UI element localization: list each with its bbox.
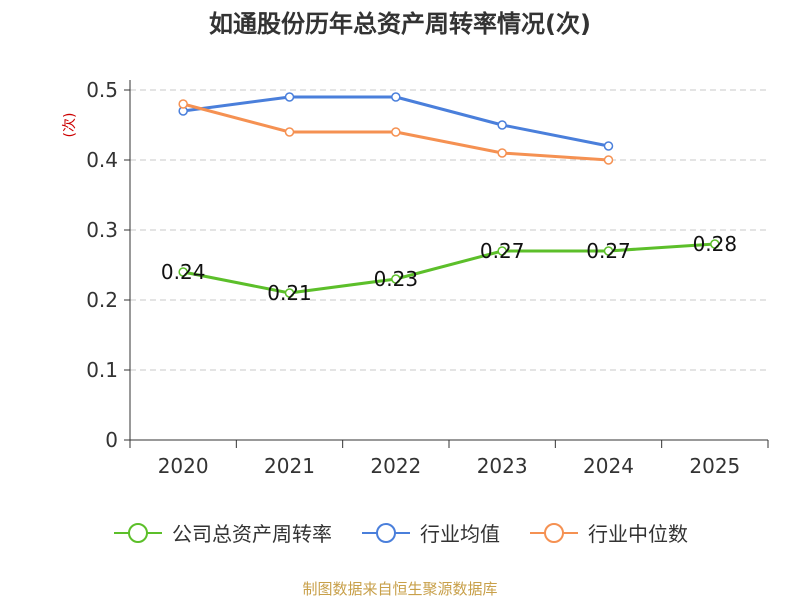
legend-label: 行业均值 xyxy=(420,522,500,546)
data-point xyxy=(603,141,614,151)
legend-marker-icon xyxy=(530,522,578,543)
data-point xyxy=(710,239,720,249)
data-point xyxy=(497,246,507,256)
data-point xyxy=(284,92,295,102)
x-tick-label: 2024 xyxy=(583,454,634,478)
x-tick-label: 2023 xyxy=(477,454,528,478)
data-label: 0.27 xyxy=(586,239,631,263)
data-label: 0.21 xyxy=(267,281,312,305)
data-point xyxy=(603,246,614,256)
data-point xyxy=(497,148,507,158)
legend-label: 行业中位数 xyxy=(588,522,688,546)
y-tick-label: 0.4 xyxy=(86,148,118,172)
legend: 公司总资产周转率 行业均值 行业中位数 xyxy=(0,518,800,547)
data-point xyxy=(603,155,614,165)
series-line xyxy=(182,242,715,295)
data-point xyxy=(391,274,401,284)
legend-marker-icon xyxy=(362,522,410,543)
legend-item[interactable]: 行业中位数 xyxy=(528,518,688,547)
y-axis-label: (次) xyxy=(62,113,78,138)
x-tick-label: 2022 xyxy=(370,454,421,478)
legend-item[interactable]: 行业均值 xyxy=(360,518,500,547)
data-point xyxy=(284,288,295,298)
x-tick-label: 2020 xyxy=(158,454,209,478)
legend-item[interactable]: 公司总资产周转率 xyxy=(112,518,332,547)
data-label: 0.23 xyxy=(374,267,419,291)
data-point xyxy=(497,120,507,130)
x-tick-label: 2025 xyxy=(689,454,740,478)
y-tick-label: 0.2 xyxy=(86,288,118,312)
y-tick-label: 0.3 xyxy=(86,218,118,242)
data-point xyxy=(284,127,295,137)
source-note: 制图数据来自恒生聚源数据库 xyxy=(302,580,498,598)
data-point xyxy=(391,127,401,137)
data-point xyxy=(178,267,188,277)
grid-layer xyxy=(130,89,768,371)
data-label: 0.27 xyxy=(480,239,525,263)
series-layer xyxy=(178,92,720,298)
data-point xyxy=(391,92,401,102)
x-tick-label: 2021 xyxy=(264,454,315,478)
data-label: 0.24 xyxy=(161,260,206,284)
data-point xyxy=(178,99,188,109)
y-tick-label: 0 xyxy=(105,428,118,452)
data-label: 0.28 xyxy=(693,232,738,256)
legend-marker-icon xyxy=(114,522,162,543)
axis-layer: 0 0.1 0.2 0.3 0.4 0.5 2020 2021 2022 2023 2024 2025… xyxy=(62,78,769,478)
chart-title: 如通股份历年总资产周转率情况(次) xyxy=(209,10,591,38)
label-layer: 0.24 0.21 0.23 0.27 0.27 0.28 xyxy=(161,232,737,305)
y-tick-label: 0.5 xyxy=(86,78,118,102)
y-tick-label: 0.1 xyxy=(86,358,118,382)
legend-label: 公司总资产周转率 xyxy=(172,522,332,546)
